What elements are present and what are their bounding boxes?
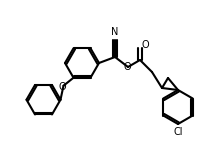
Text: O: O [142,40,150,50]
Text: O: O [123,62,131,72]
Text: O: O [59,82,66,92]
Text: N: N [111,27,119,37]
Text: Cl: Cl [173,127,183,137]
